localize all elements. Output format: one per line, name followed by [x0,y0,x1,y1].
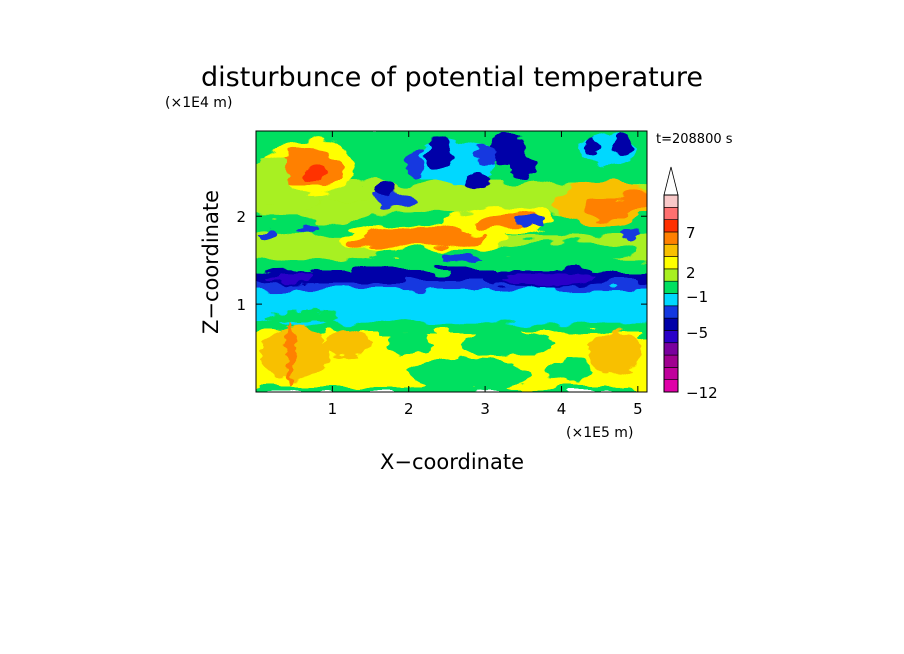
colorbar-label-0: 7 [686,224,696,242]
colorbar-box-7 [663,293,679,307]
y-axis: 12 [236,208,647,314]
colorbar-box-15 [663,194,679,208]
colorbar-box-11 [663,243,679,257]
field-contour-14 [485,242,638,261]
colorbar-box-2 [663,354,679,368]
time-label: t=208800 s [656,132,733,147]
colorbar: 7 2 −1 −5 −12 [663,166,718,402]
x-tick-label-0: 1 [328,400,338,418]
colorbar-box-0 [663,379,679,393]
colorbar-box-6 [663,305,679,319]
x-tick-label-3: 4 [557,400,567,418]
field-contour-4 [294,201,371,223]
field-contour-18 [427,138,451,171]
colorbar-box-9 [663,268,679,282]
x-tick-label-4: 5 [633,400,643,418]
plot-frame [255,130,648,393]
field-contour-41 [324,330,371,357]
field-contour-16 [376,182,395,197]
colorbar-box-8 [663,280,679,294]
colorbar-label-4: −12 [686,384,718,402]
field-contour-30 [298,225,321,234]
colorbar-label-3: −5 [686,324,708,342]
field-contour-43 [462,331,554,356]
colorbar-box-4 [663,330,679,344]
colorbar-box-1 [663,367,679,380]
field-contour-23 [473,144,497,166]
colorbar-box-13 [663,219,679,233]
chart-title: disturbunce of potential temperature [201,62,703,93]
field-contour-35 [500,275,593,284]
field-contour-3 [256,154,291,208]
field-contour-20 [466,172,489,190]
field-contour-34 [267,273,314,283]
field-contour-2 [301,165,325,180]
field-contour-31 [515,216,547,226]
field-band-4 [256,277,647,289]
field-contour-26 [585,137,599,155]
field-contour-22 [509,157,538,179]
colorbar-label-2: −1 [686,288,708,306]
colorbar-box-10 [663,256,679,270]
y-unit-label: (×1E4 m) [165,95,232,111]
contour-field [256,131,647,392]
colorbar-box-5 [663,317,679,331]
y-tick-label-1: 2 [236,208,246,226]
colorbar-box-12 [663,231,679,245]
field-contour-40 [286,321,295,384]
y-tick-label-0: 1 [236,296,246,314]
x-axis-title: X−coordinate [380,450,524,474]
field-contour-7 [351,235,405,250]
field-contour-37 [546,359,593,381]
field-contour-38 [588,330,642,375]
x-tick-label-1: 2 [404,400,414,418]
field-contour-21 [488,134,528,167]
field-contour-44 [263,312,341,323]
field-contour-46 [324,290,417,309]
field-contour-9 [477,211,539,230]
field-contour-36 [408,358,531,391]
colorbar-arrow [663,166,679,196]
field-contour-25 [614,135,631,157]
colorbar-frame [663,194,679,393]
x-axis: 1 2 3 4 5 [328,131,643,418]
colorbar-label-1: 2 [686,264,696,282]
y-axis-title: Z−coordinate [199,190,223,334]
colorbar-box-3 [663,342,679,356]
x-tick-label-2: 3 [480,400,490,418]
colorbar-box-14 [663,207,679,220]
field-contour-28 [618,228,642,240]
field-contour-27 [443,254,482,263]
field-contour-12 [622,189,647,208]
field-contour-29 [259,229,276,239]
x-unit-label: (×1E5 m) [566,425,633,441]
field-contour-19 [407,150,426,177]
field-contour-42 [385,333,432,355]
